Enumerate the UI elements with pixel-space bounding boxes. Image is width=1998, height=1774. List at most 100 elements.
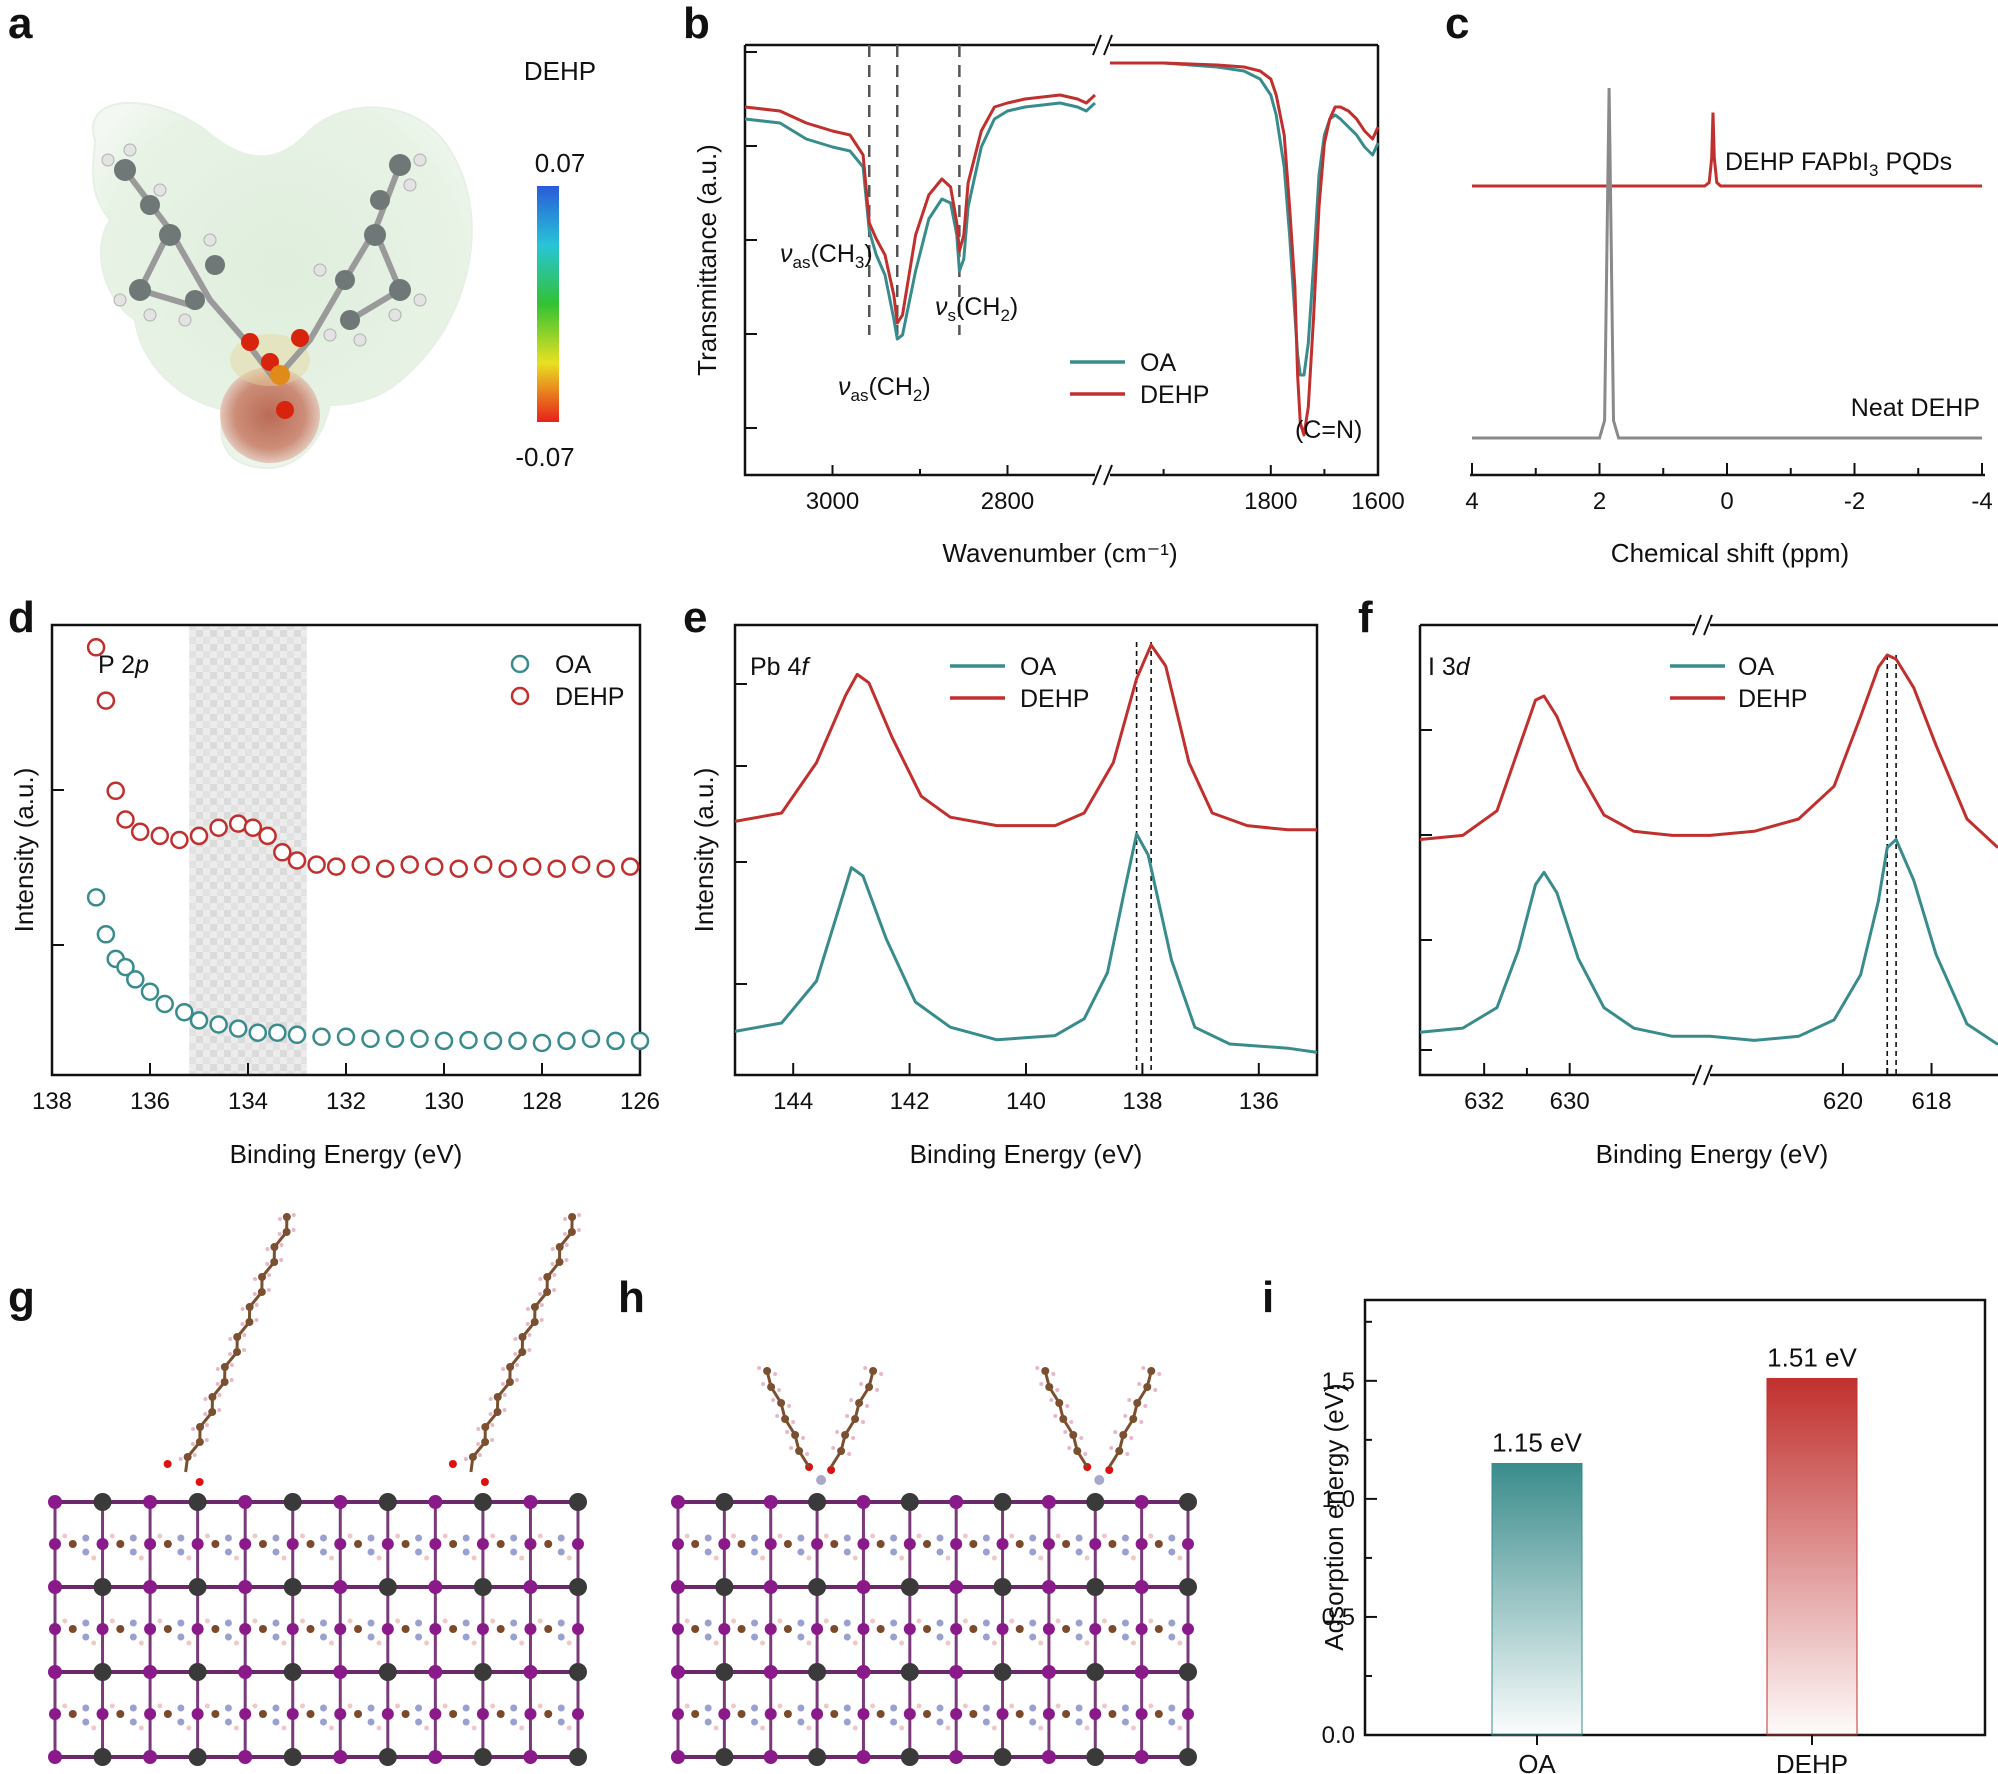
point-d-oa <box>96 925 116 944</box>
carbon-atom <box>568 1213 577 1221</box>
fa-hydrogen <box>852 1725 858 1731</box>
hydrogen-atom <box>1039 1382 1044 1386</box>
fa-carbon <box>116 1710 125 1718</box>
fa-hydrogen <box>490 1618 496 1624</box>
annot-nu-as-ch3: νas(CH3) <box>780 240 873 272</box>
fa-hydrogen <box>1009 1703 1015 1709</box>
hydrogen-atom <box>266 1288 271 1292</box>
d-xtick-label: 132 <box>326 1088 366 1115</box>
fa-hydrogen <box>1130 1725 1136 1731</box>
hydrogen-atom <box>1065 1404 1070 1408</box>
iodine-atom <box>671 1495 685 1509</box>
d-xtick-label: 136 <box>130 1088 170 1115</box>
iodine-atom <box>950 1623 963 1635</box>
fa-nitrogen <box>462 1633 470 1641</box>
fa-nitrogen <box>1121 1534 1129 1542</box>
i-ytick-label: 0.0 <box>1322 1722 1355 1749</box>
fa-hydrogen <box>1148 1533 1154 1539</box>
fa-carbon <box>116 1540 125 1548</box>
iodine-atom <box>144 1538 157 1550</box>
fa-nitrogen <box>936 1633 944 1641</box>
iodine-atom <box>238 1750 253 1764</box>
fa-hydrogen <box>376 1640 382 1646</box>
hydrogen-atom <box>488 1397 493 1401</box>
fa-nitrogen <box>224 1633 232 1641</box>
bar-oa <box>1491 1462 1583 1736</box>
fa-nitrogen <box>1121 1718 1129 1726</box>
fa-hydrogen <box>899 1725 905 1731</box>
fa-hydrogen <box>1177 1640 1183 1646</box>
fa-hydrogen <box>870 1703 876 1709</box>
colorbar-max-label: 0.07 <box>535 148 586 178</box>
iodine-atom <box>1042 1538 1055 1550</box>
fa-carbon <box>211 1540 220 1548</box>
fa-nitrogen <box>82 1633 90 1641</box>
point-d-oa <box>228 1019 248 1038</box>
hydrogen-atom <box>576 1228 581 1232</box>
fa-nitrogen <box>890 1633 898 1641</box>
chart-e-ylabel: Intensity (a.u.) <box>689 768 719 933</box>
hydrogen-atom <box>228 1337 233 1341</box>
hydrogen-atom <box>242 1348 247 1352</box>
fa-hydrogen <box>945 1555 951 1561</box>
hydrogen-atom <box>502 1408 507 1412</box>
iodine-atom <box>572 1708 584 1720</box>
fa-nitrogen <box>1075 1704 1083 1712</box>
fa-hydrogen <box>252 1533 258 1539</box>
iodine-atom <box>48 1495 62 1509</box>
hydrogen-atom <box>277 1217 282 1221</box>
iodine-atom <box>1041 1750 1056 1764</box>
iodine-atom <box>1041 1580 1056 1594</box>
iodine-atom <box>856 1495 871 1509</box>
fa-nitrogen <box>751 1619 759 1627</box>
fa-hydrogen <box>1055 1703 1061 1709</box>
fa-hydrogen <box>777 1618 783 1624</box>
fa-nitrogen <box>1121 1704 1129 1712</box>
fa-hydrogen <box>945 1640 951 1646</box>
hydrogen-atom <box>191 1427 196 1431</box>
fa-carbon <box>306 1540 315 1548</box>
fa-nitrogen <box>890 1704 898 1712</box>
hydrogen-atom <box>490 1438 495 1442</box>
fa-nitrogen <box>510 1633 518 1641</box>
fa-nitrogen <box>1029 1619 1037 1627</box>
panel-a-molecule <box>92 101 473 470</box>
chart-b-frame <box>743 43 1380 477</box>
point-d-dehp <box>86 638 106 657</box>
iodine-atom <box>143 1495 158 1509</box>
pb-atom <box>473 1493 492 1511</box>
panel-label-e: e <box>683 593 707 642</box>
fa-hydrogen <box>519 1725 525 1731</box>
fa-nitrogen <box>224 1704 232 1712</box>
fa-hydrogen <box>186 1725 192 1731</box>
iodine-atom <box>672 1623 684 1635</box>
fa-hydrogen <box>870 1618 876 1624</box>
fa-hydrogen <box>852 1555 858 1561</box>
point-d-oa <box>209 1015 228 1034</box>
fa-hydrogen <box>1148 1703 1154 1709</box>
hydrogen-atom <box>1141 1366 1146 1370</box>
hydrogen-atom <box>229 1363 234 1367</box>
pb-atom <box>715 1493 734 1511</box>
iodine-atom <box>238 1665 253 1679</box>
fa-hydrogen <box>62 1618 68 1624</box>
pb-atom <box>808 1493 827 1511</box>
pb-atom <box>1086 1493 1105 1511</box>
point-d-oa <box>361 1029 380 1049</box>
pb-atom <box>715 1748 734 1766</box>
point-d-oa <box>459 1030 478 1050</box>
hydrogen-atom <box>538 1292 543 1296</box>
iodine-atom <box>238 1580 253 1594</box>
hydrogen-atom <box>500 1382 505 1386</box>
iodine-atom <box>1042 1708 1055 1720</box>
fa-hydrogen <box>1130 1640 1136 1646</box>
iodine-atom <box>811 1708 824 1720</box>
hydrogen-atom <box>1051 1372 1056 1376</box>
iodine-atom <box>143 1750 158 1764</box>
fa-hydrogen <box>566 1555 572 1561</box>
chart-f: 632 630 620 618 Binding Energy (eV) I 3d OA… <box>1418 614 1998 1169</box>
fa-hydrogen <box>91 1555 97 1561</box>
iodine-atom <box>1041 1665 1056 1679</box>
fa-hydrogen <box>806 1640 812 1646</box>
pb-atom <box>378 1748 397 1766</box>
